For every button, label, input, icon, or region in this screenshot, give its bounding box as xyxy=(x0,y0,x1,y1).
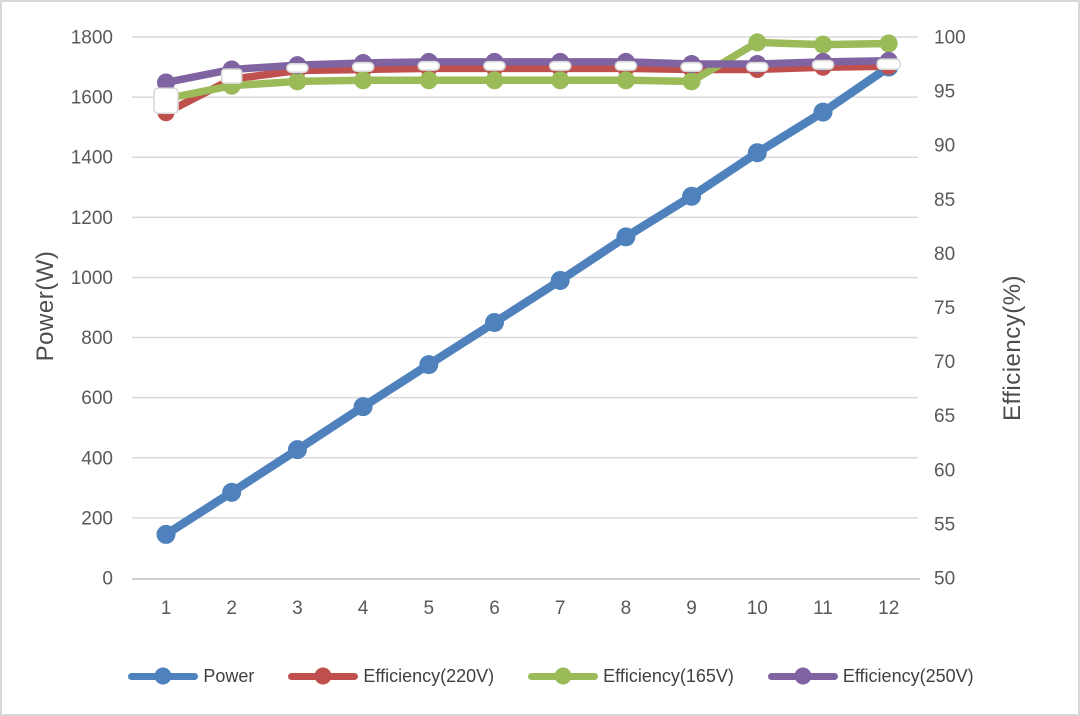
series-efficiency-165v-line xyxy=(162,38,893,103)
legend-dot-icon xyxy=(154,667,172,685)
right-axis-tick-label: 85 xyxy=(934,190,955,211)
x-axis-tick-label: 7 xyxy=(555,598,566,619)
series-efficiency-165v-point xyxy=(419,71,438,90)
legend-dot-icon xyxy=(554,667,572,685)
series-efficiency-220v-marker xyxy=(811,59,835,70)
legend-marker-efficiency-165v-icon xyxy=(528,667,599,685)
left-axis-tick-label: 600 xyxy=(81,388,113,409)
right-axis-title: Efficiency(%) xyxy=(999,274,1026,422)
left-axis-tick-label: 1800 xyxy=(71,28,113,49)
series-power-point xyxy=(485,313,504,333)
series-efficiency-250v-line xyxy=(162,57,893,87)
left-axis-tick-label: 400 xyxy=(81,448,113,469)
legend-item-efficiency-250v: Efficiency(250V) xyxy=(767,665,974,687)
right-axis-tick-label: 50 xyxy=(934,569,955,590)
right-axis-tick-label: 95 xyxy=(934,82,955,103)
series-power-point xyxy=(419,355,439,375)
series-efficiency-220v-marker xyxy=(876,58,902,71)
left-axis-tick-label: 800 xyxy=(81,328,113,349)
x-axis-tick-label: 3 xyxy=(292,598,303,619)
series-power-point xyxy=(222,482,242,502)
x-axis-tick-label: 11 xyxy=(813,598,833,619)
x-axis-tick-label: 2 xyxy=(226,598,237,619)
right-axis-tick-label: 70 xyxy=(934,352,955,373)
x-axis-tick-label: 1 xyxy=(161,598,172,619)
series-efficiency-220v-marker xyxy=(745,61,769,73)
legend-label: Efficiency(220V) xyxy=(363,665,495,686)
series-power-point xyxy=(353,397,373,417)
legend-marker-power-icon xyxy=(128,667,199,685)
series-efficiency-220v-marker xyxy=(548,60,572,71)
series-power-point xyxy=(682,186,702,206)
x-axis-tick-label: 8 xyxy=(621,598,632,619)
series-efficiency-220v-marker xyxy=(483,60,506,71)
series-efficiency-220v-marker xyxy=(351,61,375,73)
x-axis-tick-label: 9 xyxy=(686,598,697,619)
left-axis-tick-label: 1600 xyxy=(71,88,113,109)
series-efficiency-165v-point xyxy=(814,35,832,54)
left-axis-tick-label: 0 xyxy=(102,569,113,590)
series-power-point xyxy=(747,143,767,163)
x-axis-tick-label: 10 xyxy=(747,598,768,619)
x-axis-tick-label: 5 xyxy=(424,598,435,619)
left-axis-tick-label: 1400 xyxy=(71,148,113,169)
right-axis-tick-label: 60 xyxy=(934,460,955,481)
right-axis-tick-label: 90 xyxy=(934,136,955,157)
series-efficiency-220v-line xyxy=(162,62,893,117)
series-power-point xyxy=(287,440,307,460)
legend-dot-icon xyxy=(314,667,332,685)
series-efficiency-165v-point xyxy=(485,71,504,90)
series-efficiency-250v-point xyxy=(157,73,175,92)
series-power-point xyxy=(616,227,636,247)
legend-marker-efficiency-220v-icon xyxy=(288,667,359,685)
right-axis-tick-label: 100 xyxy=(934,28,966,49)
legend-item-efficiency-165v: Efficiency(165V) xyxy=(528,666,734,687)
series-efficiency-220v-marker xyxy=(220,68,243,84)
left-axis-tick-label: 1000 xyxy=(71,268,113,289)
legend: Power Efficiency(220V) Efficiency(165V) … xyxy=(11,659,1080,693)
series-efficiency-165v-point xyxy=(748,33,767,52)
series-power-line xyxy=(161,62,893,539)
x-axis-tick-label: 12 xyxy=(878,598,899,619)
series-efficiency-165v-point xyxy=(354,71,373,90)
left-axis-title: Power(W) xyxy=(32,250,59,362)
legend-label: Efficiency(250V) xyxy=(842,665,974,686)
left-axis-tick-label: 200 xyxy=(81,508,113,529)
series-efficiency-220v-marker xyxy=(153,87,179,115)
series-efficiency-220v-marker xyxy=(417,60,441,71)
series-efficiency-220v-marker xyxy=(614,60,638,71)
series-efficiency-165v-point xyxy=(551,71,570,90)
x-axis-tick-label: 6 xyxy=(489,598,500,619)
legend-item-power: Power xyxy=(128,666,254,687)
series-power-point xyxy=(156,524,176,544)
legend-label: Power xyxy=(203,665,255,686)
legend-dot-icon xyxy=(794,667,812,685)
right-axis-tick-label: 75 xyxy=(934,298,955,319)
series-power-point xyxy=(550,270,570,290)
series-efficiency-165v-point xyxy=(616,71,635,90)
series-efficiency-220v-marker xyxy=(680,61,703,73)
right-axis-tick-label: 65 xyxy=(934,406,955,427)
left-axis-tick-label: 1200 xyxy=(71,208,113,229)
series-efficiency-220v-marker xyxy=(286,62,309,74)
right-axis-tick-label: 80 xyxy=(934,244,955,265)
legend-item-efficiency-220v: Efficiency(220V) xyxy=(288,666,494,687)
series-efficiency-165v-point xyxy=(682,72,701,91)
series-efficiency-165v-point xyxy=(879,34,898,53)
series-efficiency-165v-point xyxy=(288,72,307,91)
right-axis-tick-label: 55 xyxy=(934,514,955,535)
legend-label: Efficiency(165V) xyxy=(603,665,734,686)
x-axis-tick-label: 4 xyxy=(358,598,369,619)
legend-marker-efficiency-250v-icon xyxy=(767,667,838,685)
series-power-point xyxy=(813,102,833,122)
